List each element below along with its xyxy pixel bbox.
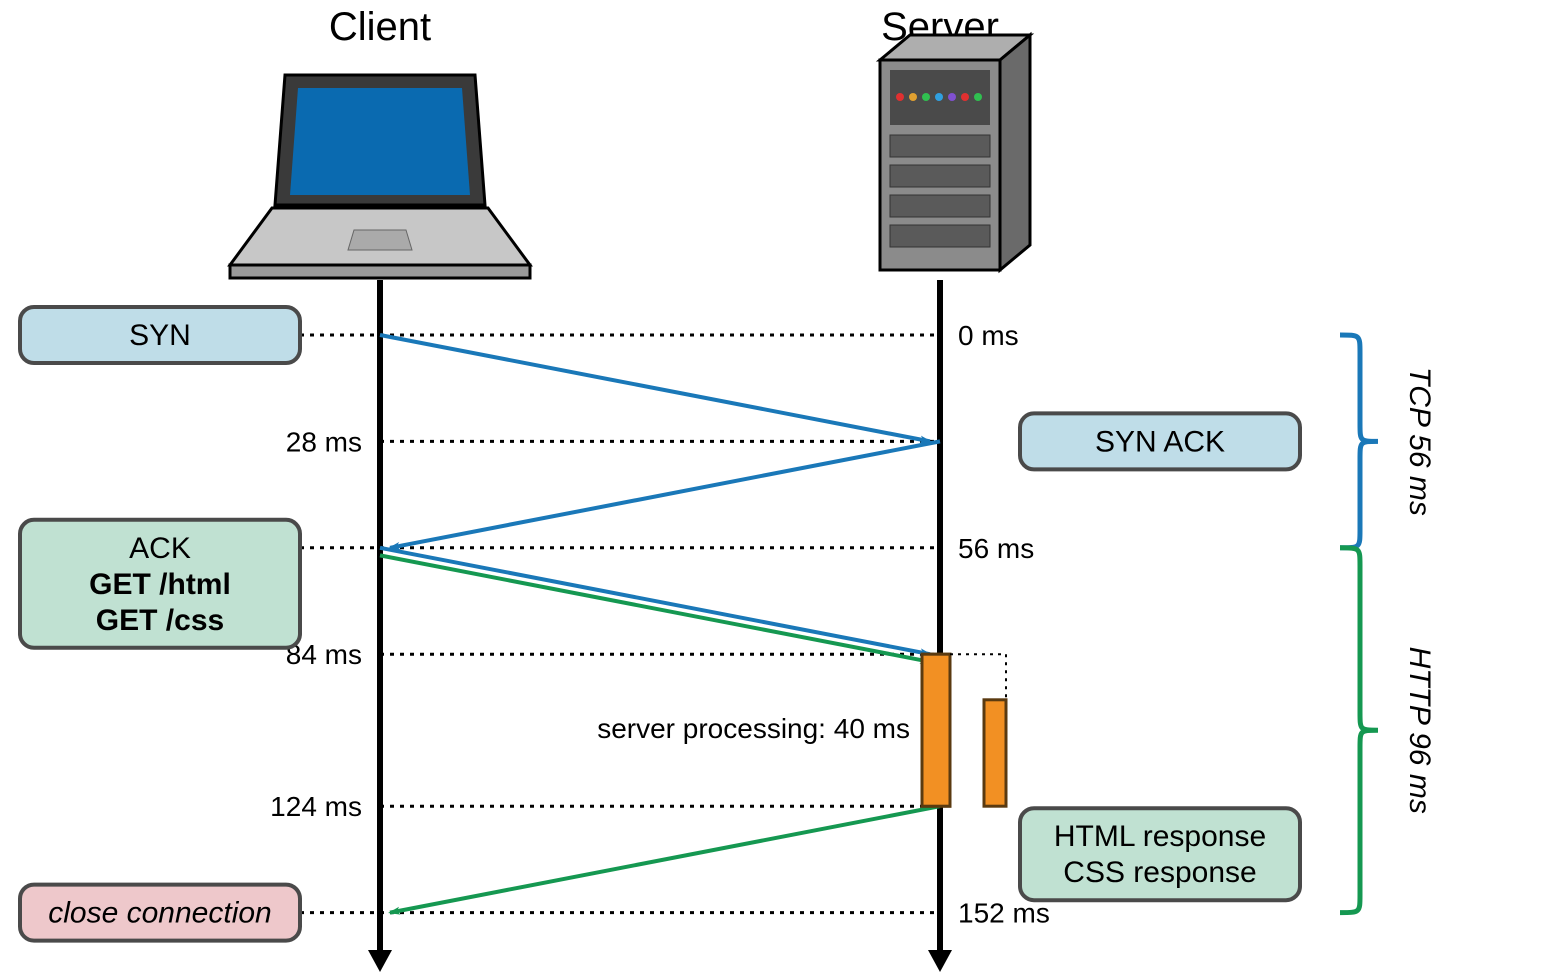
pill-ack: ACKGET /htmlGET /css [20,520,300,648]
message-arrow [390,806,940,912]
time-label: 28 ms [286,426,362,457]
pill-ack-line-0: ACK [129,532,191,565]
pill-resp: HTML responseCSS response [1020,808,1300,900]
time-label: 0 ms [958,320,1019,351]
processing-bar-2 [984,700,1006,806]
message-arrow [380,335,930,441]
processing-connector [950,654,1006,700]
pill-resp-line-0: HTML response [1054,820,1266,853]
pill-synack: SYN ACK [1020,413,1300,469]
message-arrow [380,548,930,654]
pill-ack-line-1: GET /html [89,568,231,601]
time-label: 56 ms [958,533,1034,564]
client-header: Client [329,5,431,49]
pill-close: close connection [20,885,300,941]
brace-label-blue: TCP 56 ms [1403,367,1436,516]
pill-syn: SYN [20,307,300,363]
server-icon [880,35,1030,270]
processing-bar-1 [922,654,950,806]
processing-label: server processing: 40 ms [597,713,910,744]
pill-ack-line-2: GET /css [96,604,224,637]
message-arrow [380,555,930,661]
brace-green [1340,548,1378,913]
pill-syn-line-0: SYN [129,319,191,352]
time-label: 152 ms [958,898,1050,929]
brace-blue [1340,335,1378,548]
pill-close-line-0: close connection [48,897,271,930]
time-label: 124 ms [270,791,362,822]
message-arrow [390,441,940,547]
brace-label-green: HTTP 96 ms [1403,647,1436,814]
laptop-icon [230,75,530,278]
pill-synack-line-0: SYN ACK [1095,425,1225,458]
pill-resp-line-1: CSS response [1063,856,1256,889]
